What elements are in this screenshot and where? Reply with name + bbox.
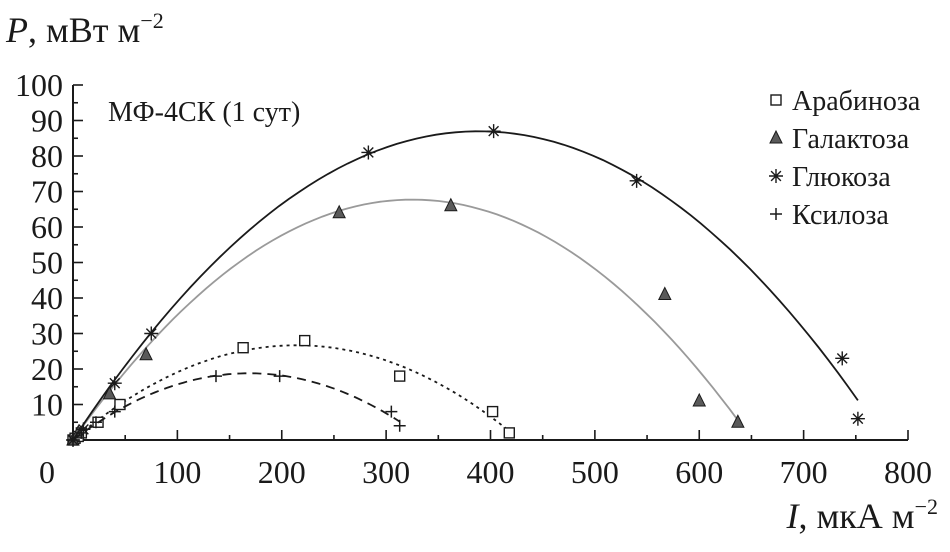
- series-2-point: [139, 346, 153, 361]
- series-2-point: [692, 392, 707, 407]
- series-curve-2: [72, 198, 739, 441]
- series-3-point: [144, 326, 159, 341]
- legend-label-3: Глюкоза: [792, 162, 891, 193]
- legend-label-4: Ксилоза: [792, 200, 889, 231]
- legend-marker-2: [769, 129, 783, 144]
- series-3-point: [835, 351, 850, 366]
- x-tick-label: 100: [153, 454, 201, 490]
- series-1-point: [114, 398, 126, 411]
- series-2-point: [657, 286, 672, 300]
- series-4-point: [393, 419, 406, 432]
- series-curve-4: [72, 372, 401, 441]
- x-tick-label: 800: [884, 454, 932, 490]
- series-3-point: [107, 376, 122, 391]
- chart-title: МФ-4СК (1 сут): [108, 97, 300, 128]
- series-1-point: [486, 405, 499, 418]
- legend-marker-3: [769, 169, 783, 183]
- y-tick-label: 20: [31, 351, 63, 387]
- y-tick-label: 70: [31, 174, 63, 210]
- y-tick-label: 40: [31, 280, 63, 316]
- series-3-point: [76, 422, 91, 437]
- series-2-point: [332, 204, 346, 219]
- series-4-point: [89, 416, 102, 429]
- series-4-point: [67, 434, 79, 446]
- y-tick-label: 90: [31, 103, 63, 139]
- y-tick-label: 80: [31, 138, 63, 174]
- x-axis-label: I, мкА м−2: [786, 494, 938, 536]
- series-4-point: [209, 370, 222, 383]
- legend-label-2: Галактоза: [792, 124, 910, 155]
- series-2-point: [444, 197, 458, 212]
- series-4-point: [108, 405, 121, 418]
- y-tick-label: 50: [31, 245, 63, 281]
- series-4-point: [75, 426, 88, 439]
- series-1-point: [299, 334, 311, 347]
- series-curve-1: [72, 344, 510, 441]
- x-tick-label: 200: [258, 454, 306, 490]
- series-2-point: [731, 414, 745, 428]
- series-3-point: [629, 173, 644, 188]
- series-1-point: [393, 370, 406, 382]
- x-tick-label: 600: [675, 454, 723, 490]
- y-tick-label: 10: [31, 387, 63, 423]
- series-3-point: [361, 145, 376, 160]
- y-tick-label: 30: [31, 316, 63, 352]
- y-tick-label: 100: [15, 67, 63, 103]
- legend-marker-4: [770, 208, 782, 220]
- series-3-point: [850, 411, 865, 426]
- series-1-point: [503, 427, 515, 439]
- legend-marker-1: [770, 94, 782, 106]
- series-3-point: [486, 124, 501, 139]
- x-tick-label: 400: [467, 454, 515, 490]
- x-tick-label: 700: [780, 454, 828, 490]
- x-tick-label: 0: [39, 454, 55, 490]
- series-1-point: [237, 342, 249, 354]
- series-4-point: [273, 370, 286, 383]
- y-axis-label: P, мВт м−2: [6, 8, 164, 50]
- series-curve-3: [72, 130, 859, 441]
- x-tick-label: 500: [571, 454, 619, 490]
- y-tick-label: 60: [31, 209, 63, 245]
- series-2-point: [102, 385, 117, 400]
- x-tick-label: 300: [362, 454, 410, 490]
- legend-label-1: Арабиноза: [792, 86, 921, 117]
- series-4-point: [385, 405, 398, 418]
